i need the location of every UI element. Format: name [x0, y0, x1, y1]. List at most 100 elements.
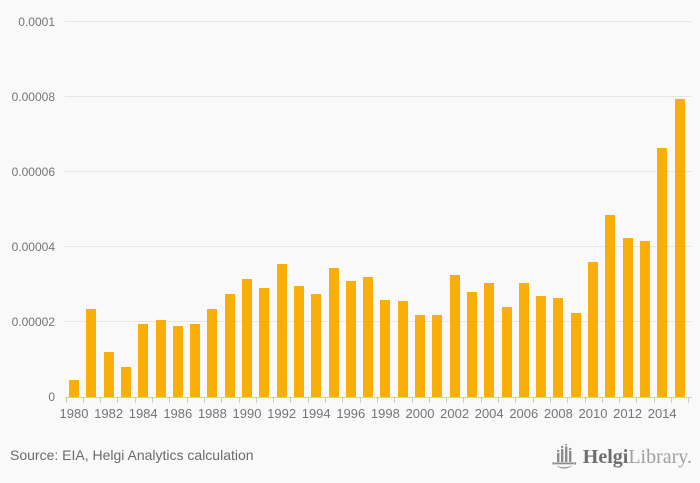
x-tick-label: 1990 — [232, 406, 262, 421]
x-tick-mark — [134, 397, 136, 403]
bar-2009[interactable] — [570, 312, 581, 397]
x-tick-label: 2008 — [543, 406, 573, 421]
bar-1983[interactable] — [120, 367, 131, 397]
x-tick-label: 2014 — [647, 406, 677, 421]
x-tick-mark — [446, 397, 448, 403]
bar-1985[interactable] — [155, 320, 166, 397]
gridline — [65, 21, 692, 22]
x-tick-mark — [325, 397, 326, 403]
bar-2015[interactable] — [674, 98, 685, 397]
x-tick-mark — [394, 397, 396, 403]
x-tick-mark — [671, 397, 672, 403]
bar-2004[interactable] — [484, 282, 495, 397]
x-tick-mark — [82, 397, 84, 403]
bar-2012[interactable] — [622, 237, 633, 397]
bar-1998[interactable] — [380, 299, 391, 397]
bar-2008[interactable] — [553, 297, 564, 397]
bar-1980[interactable] — [69, 380, 79, 397]
x-tick-mark — [636, 397, 638, 403]
x-tick-mark — [169, 397, 171, 403]
bar-1987[interactable] — [190, 323, 201, 397]
bar-1982[interactable] — [103, 352, 114, 397]
bar-1984[interactable] — [138, 323, 149, 397]
x-tick-mark — [238, 397, 240, 403]
bar-2014[interactable] — [657, 147, 668, 397]
y-tick-label: 0.00004 — [11, 240, 55, 254]
x-tick-mark — [152, 397, 153, 403]
y-tick-label: 0 — [48, 390, 55, 404]
x-tick-mark — [65, 397, 67, 403]
x-tick-mark — [498, 397, 499, 403]
bar-2006[interactable] — [518, 282, 529, 397]
x-tick-mark — [653, 397, 655, 403]
gridline — [65, 96, 692, 97]
bar-2005[interactable] — [501, 307, 512, 397]
x-tick-mark — [601, 397, 603, 403]
bar-1994[interactable] — [311, 293, 322, 397]
bar-2000[interactable] — [415, 314, 425, 397]
bar-1990[interactable] — [242, 278, 252, 397]
y-tick-label: 0.0001 — [18, 15, 55, 29]
x-tick-mark — [584, 397, 586, 403]
x-tick-label: 1988 — [197, 406, 227, 421]
x-tick-label: 1994 — [301, 406, 331, 421]
bar-1986[interactable] — [172, 325, 183, 397]
x-tick-label: 1998 — [370, 406, 400, 421]
x-tick-mark — [428, 397, 430, 403]
x-tick-mark — [307, 397, 309, 403]
x-tick-mark — [290, 397, 292, 403]
x-tick-mark — [532, 397, 534, 403]
bar-1989[interactable] — [224, 293, 235, 397]
bar-1995[interactable] — [328, 267, 339, 397]
logo-text-bold: Helgi — [582, 446, 629, 468]
gridline — [65, 171, 692, 172]
x-tick-mark — [411, 397, 413, 403]
x-tick-mark — [342, 397, 344, 403]
x-tick-label: 1992 — [267, 406, 297, 421]
x-tick-mark — [359, 397, 361, 403]
x-tick-mark — [100, 397, 102, 403]
bar-chart-ship-icon — [551, 444, 578, 470]
gridline — [65, 321, 692, 322]
bar-2010[interactable] — [588, 262, 598, 397]
bar-1993[interactable] — [293, 286, 304, 397]
bar-1996[interactable] — [345, 280, 356, 397]
x-tick-mark — [619, 397, 621, 403]
bar-1992[interactable] — [276, 263, 287, 397]
x-tick-label: 2002 — [440, 406, 470, 421]
x-tick-mark — [549, 397, 551, 403]
x-tick-mark — [515, 397, 517, 403]
x-tick-mark — [255, 397, 257, 403]
bar-2011[interactable] — [605, 215, 616, 397]
x-tick-mark — [117, 397, 119, 403]
x-tick-mark — [688, 397, 690, 403]
helgilibrary-logo[interactable]: HelgiLibrary. — [551, 444, 692, 470]
bar-2013[interactable] — [639, 241, 650, 397]
x-tick-label: 2004 — [474, 406, 504, 421]
bar-1991[interactable] — [259, 288, 270, 397]
x-tick-label: 2000 — [405, 406, 435, 421]
bar-2002[interactable] — [449, 275, 460, 397]
x-tick-mark — [480, 397, 482, 403]
bar-2007[interactable] — [536, 295, 547, 397]
x-tick-label: 1986 — [163, 406, 193, 421]
x-tick-label: 2006 — [509, 406, 539, 421]
x-tick-mark — [567, 397, 569, 403]
bar-1997[interactable] — [363, 277, 374, 397]
x-tick-label: 1980 — [59, 406, 89, 421]
x-tick-label: 1982 — [94, 406, 124, 421]
bar-1999[interactable] — [397, 301, 408, 397]
bar-1981[interactable] — [86, 308, 97, 397]
y-tick-label: 0.00002 — [11, 315, 55, 329]
x-tick-mark — [376, 397, 378, 403]
bar-2001[interactable] — [432, 314, 443, 397]
x-tick-label: 1984 — [128, 406, 158, 421]
bar-2003[interactable] — [466, 292, 477, 397]
logo-wordmark: HelgiLibrary. — [583, 444, 692, 470]
x-tick-mark — [203, 397, 205, 403]
x-tick-mark — [273, 397, 275, 403]
gridline — [65, 246, 692, 247]
bar-1988[interactable] — [207, 308, 218, 397]
y-tick-label: 0.00008 — [11, 90, 55, 104]
